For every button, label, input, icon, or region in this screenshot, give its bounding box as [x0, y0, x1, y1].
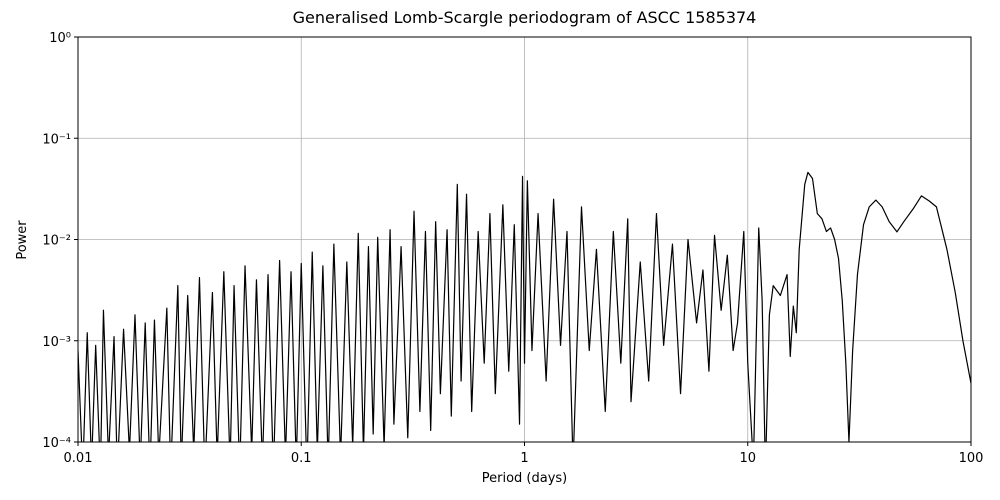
chart-title: Generalised Lomb-Scargle periodogram of …: [293, 8, 757, 27]
ticks: 0.01 0.1 1 10 100 10⁻⁴ 10⁻³ 10⁻² 10⁻¹ 10⁰: [42, 31, 983, 466]
y-tick-label: 10⁻¹: [42, 132, 71, 147]
x-tick-label: 0.1: [291, 451, 312, 466]
y-tick-label: 10⁻⁴: [42, 436, 71, 451]
data-line: [78, 171, 971, 442]
x-tick-label: 10: [739, 451, 756, 466]
x-tick-label: 0.01: [64, 451, 93, 466]
y-axis-label: Power: [15, 220, 30, 260]
x-tick-label: 100: [959, 451, 984, 466]
x-tick-label: 1: [520, 451, 528, 466]
y-tick-label: 10⁻³: [42, 335, 71, 350]
x-axis-label: Period (days): [482, 471, 568, 486]
y-tick-label: 10⁻²: [42, 234, 71, 249]
plot-lines: [78, 171, 971, 442]
y-tick-label: 10⁰: [49, 31, 71, 46]
